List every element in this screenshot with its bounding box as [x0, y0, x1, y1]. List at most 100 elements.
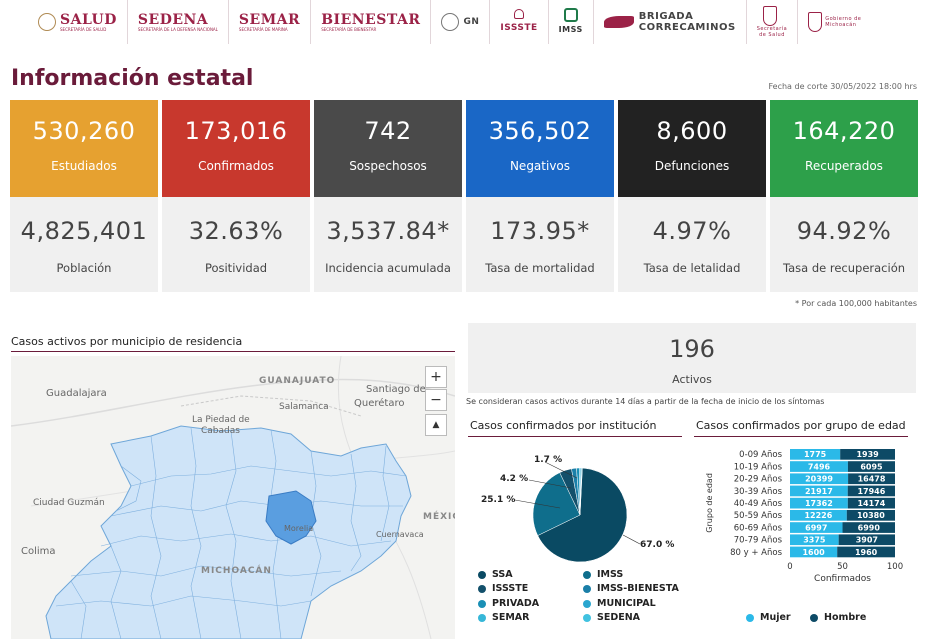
- map-city-morelia: Morelia: [284, 524, 314, 533]
- bar-mujer: [790, 522, 843, 533]
- michoacan-state-shape: [45, 425, 412, 639]
- rate-value: 32.63%: [188, 217, 284, 245]
- logo-bienestar-name: BIENESTAR: [321, 11, 421, 28]
- legend-sedena: SEDENA: [583, 612, 640, 623]
- legend-mujer: Mujer: [746, 612, 791, 623]
- bar-label-mujer: 21917: [805, 487, 833, 496]
- legend-dot: [478, 584, 486, 593]
- legend-semar: SEMAR: [478, 612, 529, 623]
- card-sospechosos: 742 Sospechosos: [314, 100, 462, 197]
- card-mortalidad: 173.95* Tasa de mortalidad: [466, 197, 614, 292]
- age-category-label: 30-39 Años: [734, 487, 783, 497]
- bar-label-hombre: 1960: [855, 548, 878, 557]
- logo-bienestar: BIENESTAR SECRETARÍA DE BIENESTAR: [311, 0, 432, 44]
- municipality-borders: [55, 427, 407, 639]
- bar-mujer: [790, 473, 849, 485]
- bar-hombre: [842, 522, 895, 533]
- logo-sedena: SEDENA SECRETARÍA DE LA DEFENSA NACIONAL: [128, 0, 229, 44]
- logo-secretaria-salud: Secretaría de Salud: [747, 0, 799, 44]
- legend-label: ISSSTE: [492, 583, 529, 594]
- bar-label-mujer: 1775: [804, 450, 827, 459]
- card-value: 742: [364, 117, 412, 145]
- logo-semar-name: SEMAR: [238, 11, 301, 28]
- legend-dot: [583, 584, 591, 593]
- legend-municipal: MUNICIPAL: [583, 598, 656, 609]
- logo-bienestar-sub: SECRETARÍA DE BIENESTAR: [321, 26, 377, 32]
- bar-label-hombre: 3907: [856, 536, 878, 545]
- rate-value: 173.95*: [490, 217, 590, 245]
- reset-north-button[interactable]: ▲: [425, 414, 447, 436]
- age-category-label: 50-59 Años: [734, 511, 783, 521]
- logo-salud-sub: SECRETARÍA DE SALUD: [60, 26, 107, 32]
- x-tick-label: 100: [887, 562, 903, 572]
- card-estudiados: 530,260 Estudiados: [10, 100, 158, 197]
- map-city-santiago: Santiago de: [366, 384, 426, 395]
- card-recuperacion: 94.92% Tasa de recuperación: [770, 197, 918, 292]
- logo-ss-name2: de Salud: [759, 32, 785, 38]
- municipality-map[interactable]: GUANAJUATO Guadalajara Salamanca Santiag…: [11, 356, 455, 639]
- legend-dot: [478, 599, 486, 608]
- cutoff-date: Fecha de corte 30/05/2022 18:00 hrs: [768, 82, 917, 91]
- bar-label-hombre: 10380: [857, 511, 885, 520]
- stat-cards: 530,260 Estudiados 173,016 Confirmados 742…: [10, 100, 918, 197]
- logo-salud: SALUD SECRETARÍA DE SALUD: [28, 0, 128, 44]
- bar-mujer: [790, 485, 848, 497]
- zoom-out-button[interactable]: −: [425, 389, 447, 411]
- map-city-la-piedad: La Piedad de: [192, 415, 250, 425]
- pie-leader-line: [544, 461, 578, 479]
- pie-label-imss: 25.1 %: [481, 495, 516, 505]
- morelia-municipality[interactable]: [265, 490, 317, 545]
- map-svg[interactable]: [11, 356, 455, 639]
- state-border: [180, 395, 362, 417]
- bar-label-hombre: 6095: [860, 462, 883, 471]
- bar-mujer: [790, 534, 839, 546]
- card-value: 173,016: [184, 117, 288, 145]
- bar-hombre: [838, 534, 895, 546]
- rates-footnote: * Por cada 100,000 habitantes: [795, 299, 917, 308]
- active-value: 196: [669, 335, 715, 363]
- issste-icon: [514, 9, 525, 19]
- legend-label: PRIVADA: [492, 598, 540, 609]
- card-positividad: 32.63% Positividad: [162, 197, 310, 292]
- logo-michoacan: Gobierno de Michoacán: [798, 0, 871, 44]
- card-negativos: 356,502 Negativos: [466, 100, 614, 197]
- pie-leader-line: [622, 534, 641, 545]
- legend-label: SSA: [492, 569, 513, 580]
- rate-label: Tasa de recuperación: [782, 261, 906, 275]
- active-cases-card: 196 Activos: [468, 323, 916, 393]
- legend-ssa: SSA: [478, 569, 513, 580]
- bar-label-mujer: 7496: [808, 462, 831, 471]
- institution-pie-chart: [514, 461, 641, 563]
- rate-label: Tasa de letalidad: [643, 261, 741, 275]
- card-poblacion: 4,825,401 Población: [10, 197, 158, 292]
- age-category-label: 60-69 Años: [734, 523, 783, 533]
- legend-imss-bienestar: IMSS-BIENESTA: [583, 583, 679, 594]
- map-city-cuernavaca: Cuernavaca: [376, 530, 424, 539]
- logo-semar-sub: SECRETARÍA DE MARINA: [238, 26, 288, 32]
- card-label: Negativos: [509, 159, 571, 173]
- card-recuperados: 164,220 Recuperados: [770, 100, 918, 197]
- legend-dot: [478, 613, 486, 622]
- bar-label-hombre: 16478: [858, 475, 886, 484]
- page-title: Información estatal: [11, 66, 254, 91]
- rate-label: Tasa de mortalidad: [485, 261, 595, 275]
- bar-hombre: [837, 546, 895, 558]
- map-state-michoacan: MICHOACÁN: [201, 566, 272, 576]
- map-state-guanajuato: GUANAJUATO: [259, 376, 336, 386]
- bar-mujer: [790, 510, 847, 521]
- legend-label: Mujer: [760, 612, 791, 623]
- pie-label-ssa: 67.0 %: [640, 540, 675, 550]
- logo-gn: GN: [431, 0, 491, 44]
- bar-hombre: [847, 485, 895, 497]
- map-city-queretaro: Querétaro: [354, 398, 405, 409]
- card-label: Sospechosos: [349, 159, 427, 173]
- age-category-label: 0-09 Años: [739, 450, 782, 460]
- card-value: 164,220: [792, 117, 896, 145]
- logo-semar: SEMAR SECRETARÍA DE MARINA: [229, 0, 312, 44]
- age-x-axis-label: Confirmados: [814, 574, 871, 584]
- x-tick-label: 0: [787, 562, 792, 572]
- legend-dot: [810, 613, 818, 622]
- age-category-label: 40-49 Años: [734, 499, 783, 509]
- zoom-in-button[interactable]: +: [425, 366, 447, 388]
